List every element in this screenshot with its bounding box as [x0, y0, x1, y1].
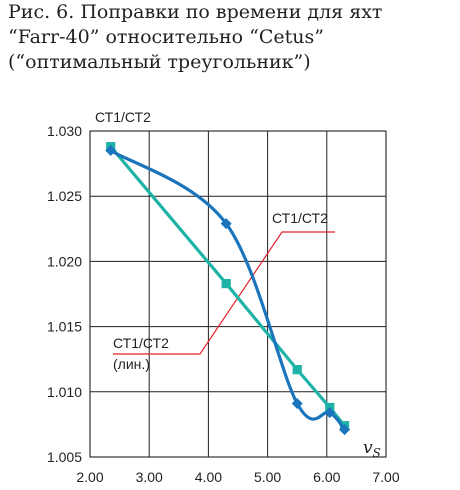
title-line-3: (“оптимальный треугольник”) — [8, 51, 311, 73]
plot-frame — [89, 130, 387, 458]
x-tick-label: 7.00 — [372, 469, 399, 485]
data-point-diamond — [291, 398, 303, 410]
data-point-diamond — [220, 218, 232, 230]
data-point-square — [292, 365, 302, 375]
data-point-diamond — [339, 424, 351, 436]
x-tick-label: 2.00 — [76, 469, 103, 485]
y-tick-label: 1.005 — [47, 449, 82, 465]
annotation-leader-line — [113, 231, 335, 355]
annotation-label: СТ1/СТ2 — [113, 335, 169, 351]
x-axis-label: vS — [363, 438, 381, 460]
x-tick-label: 4.00 — [195, 469, 222, 485]
chart-series — [105, 142, 351, 436]
chart-title: Рис. 6. Поправки по времени для яхт “Far… — [8, 0, 454, 75]
annotation-leaders — [113, 231, 335, 355]
y-tick-label: 1.025 — [47, 188, 82, 204]
annotation-label: (лин.) — [113, 356, 150, 372]
y-tick-label: 1.020 — [47, 253, 82, 269]
x-tick-label: 3.00 — [136, 469, 163, 485]
title-line-1: Рис. 6. Поправки по времени для яхт — [8, 1, 383, 23]
data-point-diamond — [105, 145, 117, 157]
y-axis-label: СТ1/СТ2 — [95, 109, 151, 125]
series-line-1 — [109, 148, 347, 432]
x-tick-label: 6.00 — [313, 469, 340, 485]
x-axis-label-main: v — [363, 438, 373, 458]
x-axis-label-subscript: S — [373, 446, 381, 460]
tick-labels: 2.00 3.00 4.00 5.00 6.00 7.00 1.005 1.010 1.015 1… — [47, 123, 400, 485]
data-point-diamond — [324, 407, 336, 419]
data-point-square — [221, 278, 231, 289]
annotations: СТ1/СТ2 СТ1/СТ2 (лин.) — [113, 210, 328, 372]
y-tick-label: 1.030 — [47, 123, 82, 139]
chart-grid — [89, 130, 387, 458]
y-tick-label: 1.015 — [47, 319, 82, 335]
y-tick-label: 1.010 — [47, 384, 82, 400]
annotation-label: СТ1/СТ2 — [272, 210, 328, 226]
x-tick-label: 5.00 — [254, 469, 281, 485]
title-line-2: “Farr-40” относительно “Cetus” — [8, 26, 324, 48]
